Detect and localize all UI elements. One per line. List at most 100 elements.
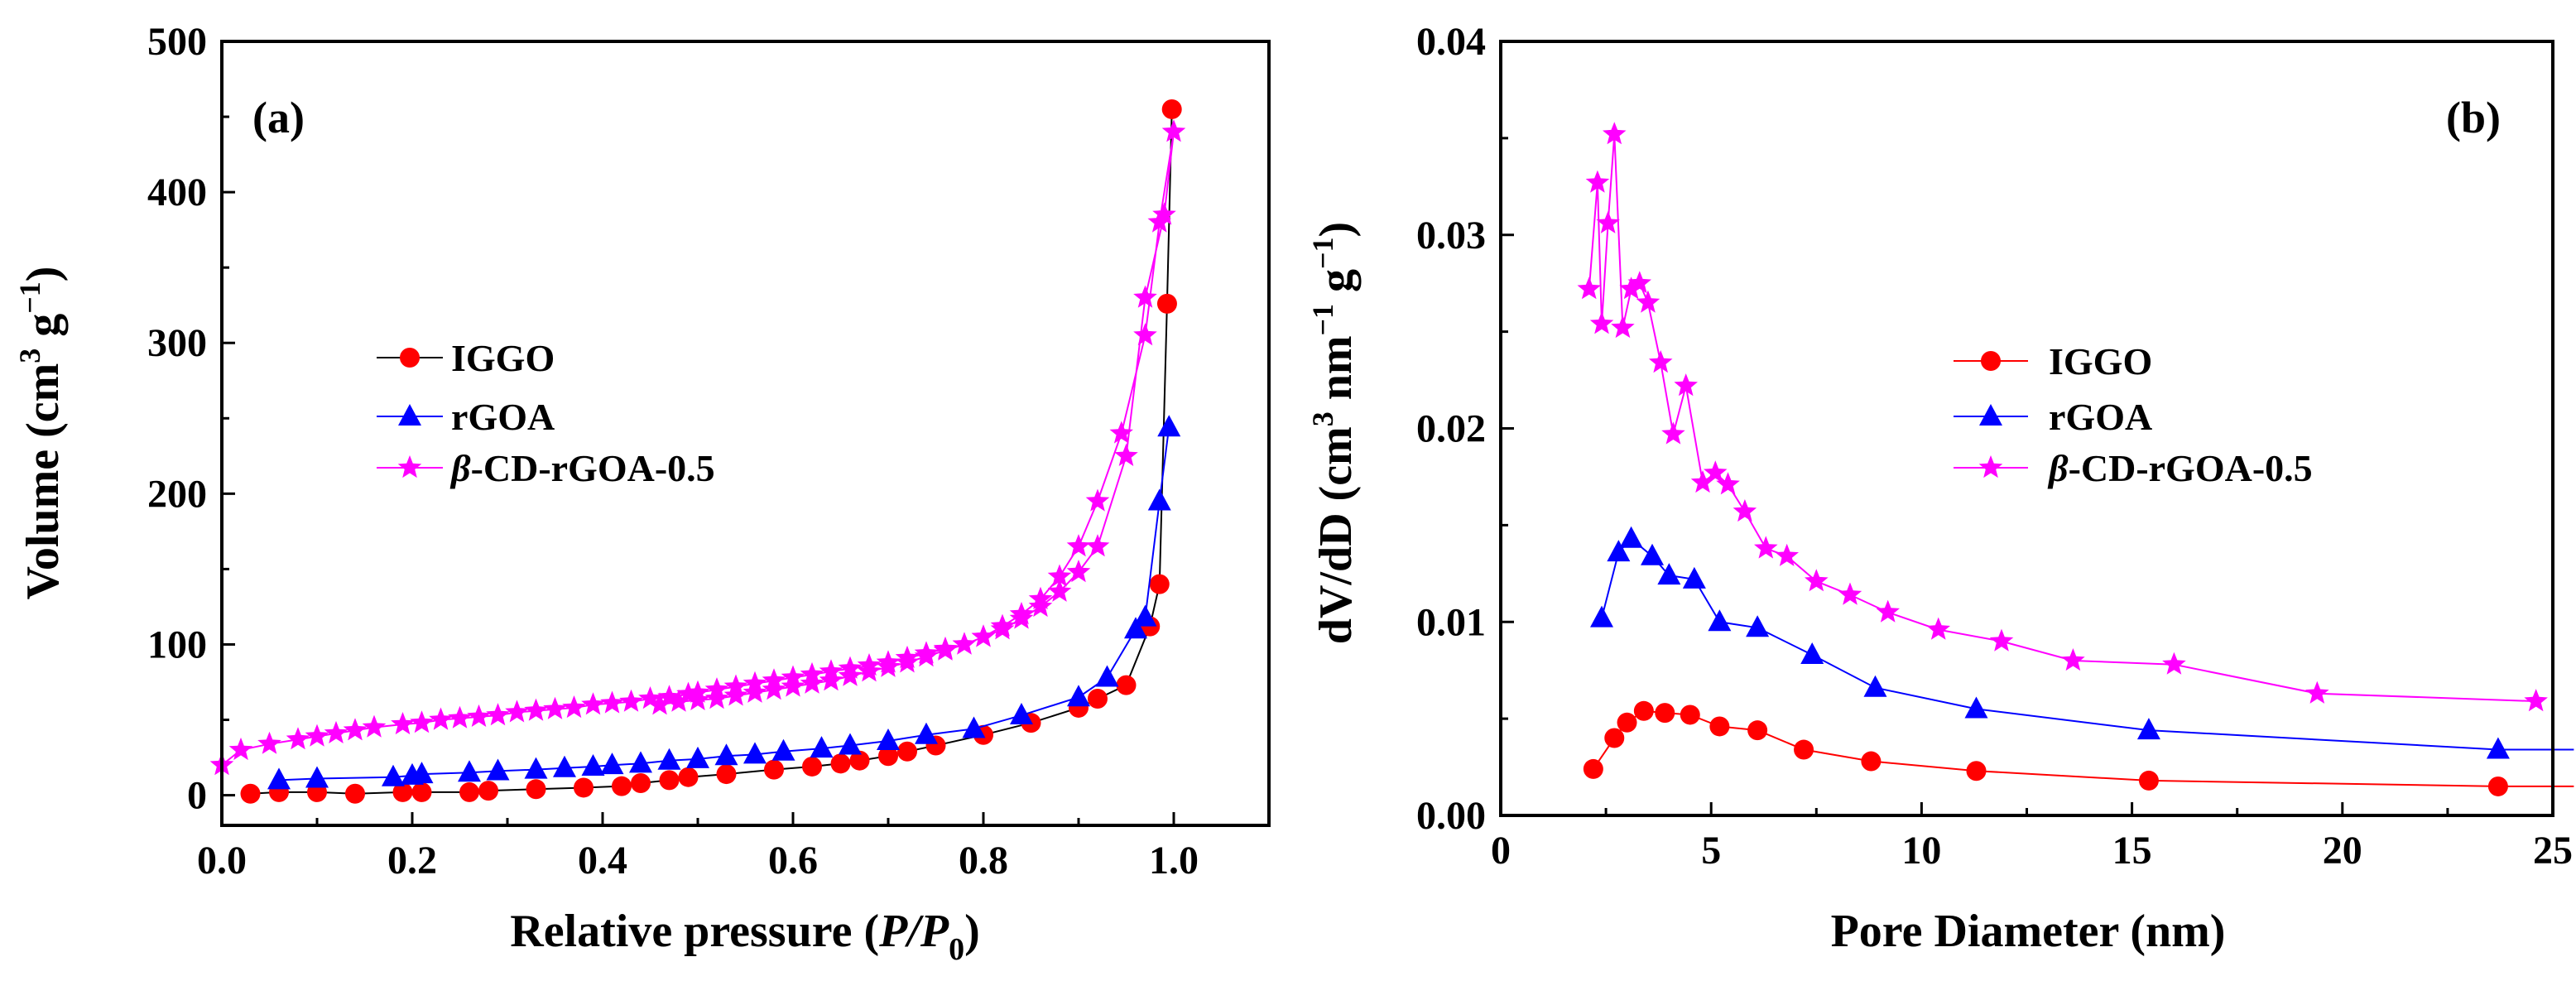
b-data-point xyxy=(1648,350,1673,373)
a-ticks: 0.0 0.2 0.4 0.6 0.8 1.0 0 100 200 300 400 500 xyxy=(147,20,1199,882)
a-plot-frame xyxy=(220,40,1271,827)
b-y-tick-label: 0.03 xyxy=(1416,214,1486,257)
a-data-point xyxy=(1156,293,1177,314)
a-data-point xyxy=(459,781,479,802)
b-x-tick-label: 10 xyxy=(1901,829,1941,873)
a-ylabel-sup1: 3 xyxy=(13,349,46,363)
a-legend: IGGO rGOA β-CD-rGOA-0.5 xyxy=(377,337,715,489)
b-legend-text-beta: -CD-rGOA-0.5 xyxy=(2069,447,2313,489)
a-data-point xyxy=(631,773,651,794)
a-data-point xyxy=(962,716,986,738)
a-data-point xyxy=(1067,685,1090,707)
b-data-point xyxy=(1627,271,1651,294)
a-data-point xyxy=(429,707,453,730)
a-data-point xyxy=(743,680,767,703)
a-data-point xyxy=(704,686,729,709)
b-data-point xyxy=(1805,569,1829,592)
a-data-point xyxy=(1133,323,1157,346)
a-data-point xyxy=(685,687,710,710)
b-legend-label-rgoa: rGOA xyxy=(2049,396,2152,438)
b-ylabel-close: ) xyxy=(1310,222,1362,238)
a-xlabel-italic: P/P xyxy=(878,906,949,957)
a-data-point xyxy=(1161,119,1186,142)
a-data-point xyxy=(581,753,605,776)
b-ylabel-sup2: −1 xyxy=(1306,304,1339,336)
b-series-0 xyxy=(1583,700,2574,796)
b-legend-label-iggo: IGGO xyxy=(2049,340,2152,382)
a-data-point xyxy=(723,683,748,706)
b-series-line-1 xyxy=(1601,537,2574,751)
b-x-tick-label: 5 xyxy=(1701,829,1721,873)
a-data-point xyxy=(486,703,510,726)
a-data-point xyxy=(800,671,824,694)
b-series-1 xyxy=(1590,526,2574,759)
b-y-axis-title: dV/dD (cm3 nm−1 g−1) xyxy=(1306,222,1362,644)
b-data-point xyxy=(1680,704,1700,725)
a-data-point xyxy=(486,758,510,781)
a-y-tick-label: 0 xyxy=(187,774,207,818)
b-data-point xyxy=(1709,716,1730,737)
a-data-point xyxy=(802,756,822,777)
a-data-point xyxy=(914,644,939,667)
a-data-point xyxy=(1095,665,1119,687)
b-x-tick-label: 20 xyxy=(2323,829,2362,873)
a-legend-marker-beta xyxy=(397,455,422,478)
a-data-point xyxy=(659,770,680,791)
b-data-point xyxy=(1585,170,1610,193)
a-legend-text-beta: -CD-rGOA-0.5 xyxy=(471,447,715,489)
a-data-point xyxy=(771,738,795,761)
b-panel-label: (b) xyxy=(2446,93,2501,142)
a-data-point xyxy=(830,753,851,774)
a-data-point xyxy=(1066,560,1091,583)
a-data-point xyxy=(781,674,805,697)
b-x-tick-label: 0 xyxy=(1491,829,1511,873)
a-data-point xyxy=(915,722,938,744)
b-data-point xyxy=(1607,540,1631,562)
a-data-point xyxy=(716,764,737,785)
b-data-point xyxy=(1794,739,1814,760)
a-data-point xyxy=(764,759,784,780)
a-data-point xyxy=(305,724,329,747)
b-data-point xyxy=(2487,776,2508,796)
a-data-point xyxy=(1028,586,1053,609)
b-data-point xyxy=(1604,728,1625,748)
a-data-point xyxy=(952,632,977,655)
a-data-point xyxy=(1088,689,1108,709)
b-data-point xyxy=(1617,712,1637,733)
b-data-point xyxy=(2138,770,2159,791)
b-data-point xyxy=(1611,315,1635,339)
b-data-point xyxy=(1682,566,1706,589)
a-data-point xyxy=(1152,202,1176,225)
b-ylabel-mid2: g xyxy=(1310,269,1362,304)
a-data-point xyxy=(676,681,700,704)
a-data-point xyxy=(876,654,901,677)
b-x-axis-title: Pore Diameter (nm) xyxy=(1831,906,2226,957)
a-data-point xyxy=(505,700,529,723)
a-data-point xyxy=(1085,534,1110,557)
a-data-point xyxy=(1133,604,1157,627)
b-data-point xyxy=(1775,543,1799,566)
b-data-point xyxy=(1590,605,1614,628)
a-data-point xyxy=(240,783,261,804)
a-xlabel-sub: 0 xyxy=(949,932,964,967)
b-y-tick-label: 0.01 xyxy=(1416,600,1486,644)
panel-b: 0 5 10 15 20 25 0.00 0.01 0.02 0.03 0.04 (b) Pore … xyxy=(1306,20,2574,957)
b-data-point xyxy=(2136,718,2160,740)
b-ylabel-sup3: −1 xyxy=(1306,237,1339,269)
a-data-point xyxy=(990,613,1015,637)
a-data-point xyxy=(600,753,624,775)
b-ticks: 0 5 10 15 20 25 0.00 0.01 0.02 0.03 0.04 xyxy=(1416,20,2573,873)
a-data-point xyxy=(526,779,546,800)
a-data-point xyxy=(686,746,709,768)
b-data-point xyxy=(1657,563,1681,585)
a-data-point xyxy=(1047,579,1072,602)
b-data-point xyxy=(1989,628,2014,652)
b-data-point xyxy=(1690,470,1715,493)
a-legend-label-rgoa: rGOA xyxy=(451,396,555,438)
b-data-point xyxy=(1708,609,1732,632)
b-data-point xyxy=(1641,543,1665,565)
b-legend-greek-beta: β xyxy=(2047,447,2069,489)
a-y-tick-label: 400 xyxy=(147,171,207,214)
b-data-point xyxy=(1733,499,1757,522)
a-data-point xyxy=(838,663,863,686)
